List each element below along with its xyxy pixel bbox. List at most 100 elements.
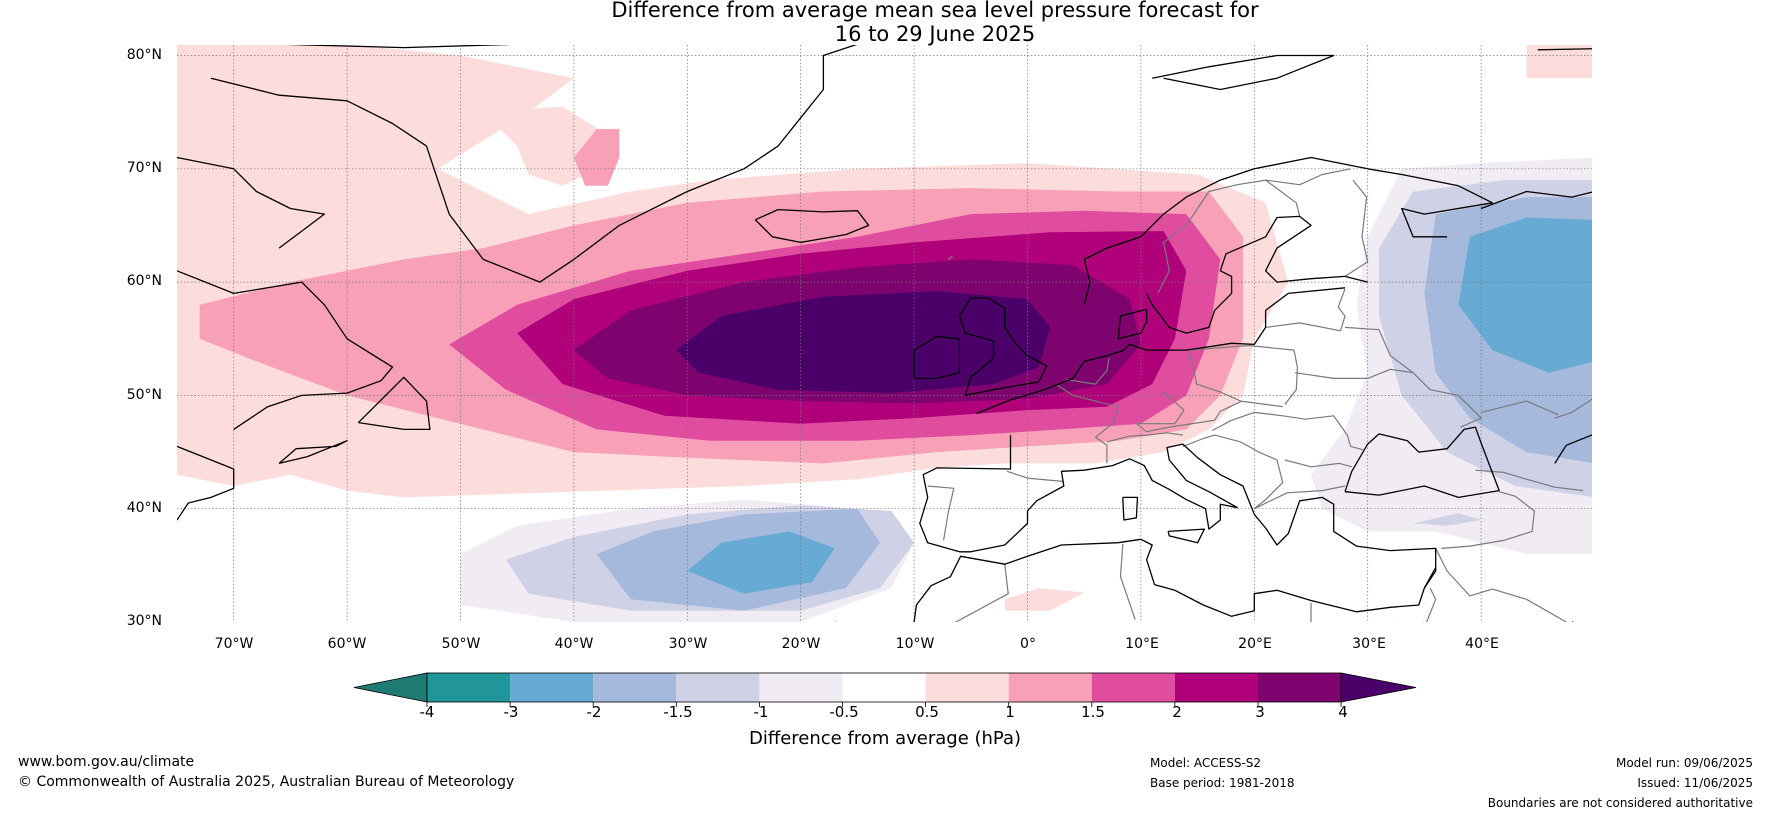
colorbar-segment-7 xyxy=(925,673,1009,702)
border-ro-bg xyxy=(1284,459,1352,468)
coastline-caspian xyxy=(1554,434,1592,464)
coastline-arabia-gulf xyxy=(1571,621,1575,622)
coastline-denmark xyxy=(1117,308,1148,340)
lon-label-30e: 30°E xyxy=(1352,636,1386,652)
border-se-fi xyxy=(1265,179,1301,217)
coastline-kola xyxy=(1401,173,1494,238)
coastline-ireland xyxy=(913,335,961,380)
country-borders xyxy=(927,168,1592,622)
coastline-us-east xyxy=(177,445,235,521)
colorbar xyxy=(353,672,1417,707)
coastline-newfoundland xyxy=(357,376,431,431)
colorbar-segment-3 xyxy=(593,673,677,702)
border-dz-tn-ly xyxy=(1119,543,1136,620)
coastline-labrador xyxy=(177,270,394,430)
coastline-sardinia-corsica xyxy=(1122,496,1139,521)
border-n-africa xyxy=(954,564,1009,622)
border-caucasus xyxy=(1475,469,1584,492)
title-line-1: Difference from average mean sea level p… xyxy=(611,0,1259,22)
colorbar-tick-neg3: -3 xyxy=(503,703,519,721)
coastline-greenland-north xyxy=(284,45,513,49)
lon-label-20w: 20°W xyxy=(781,636,821,652)
issued-date: Issued: 11/06/2025 xyxy=(1637,776,1753,790)
lon-label-40w: 40°W xyxy=(554,636,594,652)
colorbar-tick-neg4: -4 xyxy=(419,703,435,721)
lon-label-40e: 40°E xyxy=(1465,636,1499,652)
lon-label-0: 0° xyxy=(1020,636,1036,652)
border-hu-ro xyxy=(1212,411,1364,451)
colorbar-tick-neg05: -0.5 xyxy=(829,703,859,721)
coastline-britain xyxy=(958,297,1048,397)
lat-label-30n: 30°N xyxy=(126,613,162,629)
colorbar-segment-8 xyxy=(1008,673,1092,702)
map-plot-area xyxy=(177,45,1592,622)
coastline-sicily xyxy=(1167,528,1206,544)
colorbar-tick-pos2: 2 xyxy=(1172,703,1182,721)
colorbar-outline xyxy=(426,672,1342,703)
coastline-svalbard xyxy=(1152,54,1335,91)
lon-label-10w: 10°W xyxy=(895,636,935,652)
coastline-africa xyxy=(834,538,1437,622)
colorbar-segment-6 xyxy=(842,673,926,702)
lat-label-80n: 80°N xyxy=(126,47,162,63)
border-ru-inland xyxy=(1480,400,1559,416)
border-baltics xyxy=(1265,288,1346,332)
coastlines xyxy=(177,45,1592,622)
contour-pos4-9 xyxy=(676,291,1051,394)
colorbar-tick-pos3: 3 xyxy=(1255,703,1265,721)
coastline-iceland xyxy=(754,208,870,244)
border-iceland-faroes xyxy=(947,255,954,260)
coastline-europe-north xyxy=(976,287,1346,415)
colorbar-segment-11 xyxy=(1258,673,1342,702)
coastline-black-sea xyxy=(1344,426,1500,499)
border-benelux xyxy=(1066,357,1110,385)
border-no-se-fi xyxy=(1157,168,1351,294)
colorbar-segment-1 xyxy=(427,673,511,702)
lon-label-10e: 10°E xyxy=(1125,636,1159,652)
copyright-text: © Commonwealth of Australia 2025, Austra… xyxy=(18,774,515,790)
coastline-iberia xyxy=(919,435,1437,589)
lon-label-20e: 20°E xyxy=(1238,636,1272,652)
colorbar-tick-neg2: -2 xyxy=(586,703,602,721)
colorbar-extend-high xyxy=(1340,672,1417,703)
lon-label-60w: 60°W xyxy=(327,636,367,652)
lat-label-70n: 70°N xyxy=(126,160,162,176)
colorbar-extend-low xyxy=(353,672,428,703)
coastline-franz-josef xyxy=(1537,48,1592,51)
border-alps-it xyxy=(1106,432,1183,443)
title-line-2: 16 to 29 June 2025 xyxy=(834,22,1036,46)
border-fr-es xyxy=(1006,470,1064,483)
contour-pos05-3 xyxy=(1004,588,1085,611)
coastline-russia-north xyxy=(1480,190,1592,210)
colorbar-segment-5 xyxy=(759,673,843,702)
colorbar-segment-10 xyxy=(1174,673,1258,702)
coastline-greenland xyxy=(210,45,858,283)
lat-label-40n: 40°N xyxy=(126,500,162,516)
border-es-pt xyxy=(927,485,955,541)
border-balkans xyxy=(1182,434,1346,510)
lat-label-50n: 50°N xyxy=(126,387,162,403)
colorbar-label: Difference from average (hPa) xyxy=(748,728,1022,749)
coastline-sweden-baltic xyxy=(1146,215,1368,334)
coastline-baffin xyxy=(177,156,326,249)
coastline-nova-scotia xyxy=(278,440,348,465)
contour-neg2-17 xyxy=(687,531,835,594)
anomaly-fill-layer xyxy=(177,45,1592,622)
colorbar-segment-4 xyxy=(676,673,760,702)
border-de-cz-at xyxy=(1135,391,1243,433)
lat-label-60n: 60°N xyxy=(126,273,162,289)
border-fr-de xyxy=(1055,383,1119,464)
colorbar-tick-neg15: -1.5 xyxy=(663,703,693,721)
colorbar-tick-pos1: 1 xyxy=(1005,703,1015,721)
colorbar-tick-pos4: 4 xyxy=(1338,703,1348,721)
bom-url-link[interactable]: www.bom.gov.au/climate xyxy=(18,754,195,770)
lon-label-30w: 30°W xyxy=(668,636,708,652)
border-levant xyxy=(1426,587,1437,622)
border-by-ru-north xyxy=(1344,326,1414,374)
contour-pos05-2 xyxy=(1526,45,1592,79)
border-fi-ru xyxy=(1344,179,1369,277)
base-period: Base period: 1981-2018 xyxy=(1150,776,1295,790)
border-de-pl xyxy=(1187,351,1283,408)
lon-label-50w: 50°W xyxy=(441,636,481,652)
coastline-norway xyxy=(1083,156,1402,305)
